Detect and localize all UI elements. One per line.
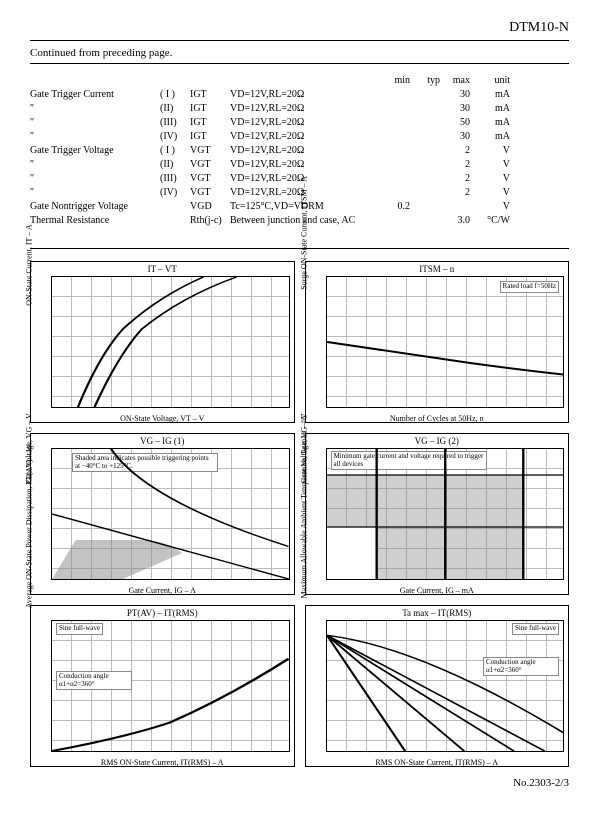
xlabel: Number of Cycles at 50Hz, n [306,412,569,423]
chart-title: VG – IG (2) [306,434,569,448]
xlabel: Gate Current, IG – A [31,584,294,595]
col-typ: typ [410,74,440,88]
page-footer: No.2303-2/3 [30,777,569,789]
chart-title: Ta max – IT(RMS) [306,606,569,620]
xlabel: RMS ON-State Current, IT(RMS) – A [306,756,569,767]
ylabel: Surge ON-State Current, ITSM – A [299,176,308,290]
chart-title: IT – VT [31,262,294,276]
chart-itsm-n: ITSM – n Surge ON-State Current, ITSM – … [305,261,570,423]
chart-pt-it: PT(AV) – IT(RMS) Average ON-State Power … [30,605,295,767]
xlabel: RMS ON-State Current, IT(RMS) – A [31,756,294,767]
ylabel: ON-State Current, IT – A [25,224,34,305]
chart-title: VG – IG (1) [31,434,294,448]
spec-row: ″(III)IGTVD=12V,RL=20Ω50mA [30,116,569,130]
ylabel: Average ON-State Power Dissipation, PT(A… [25,444,34,608]
part-number: DTM10-N [30,20,569,41]
continued-note: Continued from preceding page. [30,47,569,64]
spec-row: Gate Trigger Voltage( I )VGTVD=12V,RL=20… [30,144,569,158]
ylabel: Maximum Allowable Ambient Temperature, T… [299,415,308,599]
chart-vg-ig-1: VG – IG (1) Gate Voltage, VG – V Shaded … [30,433,295,595]
spec-header-row: min typ max unit [30,74,569,88]
chart-title: PT(AV) – IT(RMS) [31,606,294,620]
spec-row: ″(IV)IGTVD=12V,RL=20Ω30mA [30,130,569,144]
xlabel: Gate Current, IG – mA [306,584,569,595]
charts-grid: IT – VT ON-State Current, IT – A ON-Stat… [30,248,569,767]
col-unit: unit [470,74,510,88]
spec-row: ″(II)VGTVD=12V,RL=20Ω2V [30,158,569,172]
chart-ta-it: Ta max – IT(RMS) Maximum Allowable Ambie… [305,605,570,767]
spec-row: Gate Trigger Current( I )IGTVD=12V,RL=20… [30,88,569,102]
chart-it-vt: IT – VT ON-State Current, IT – A ON-Stat… [30,261,295,423]
spec-row: ″(II)IGTVD=12V,RL=20Ω30mA [30,102,569,116]
col-max: max [440,74,470,88]
chart-vg-ig-2: VG – IG (2) Gate Voltage, VG – V Minimum… [305,433,570,595]
chart-title: ITSM – n [306,262,569,276]
col-min: min [380,74,410,88]
xlabel: ON-State Voltage, VT – V [31,412,294,423]
